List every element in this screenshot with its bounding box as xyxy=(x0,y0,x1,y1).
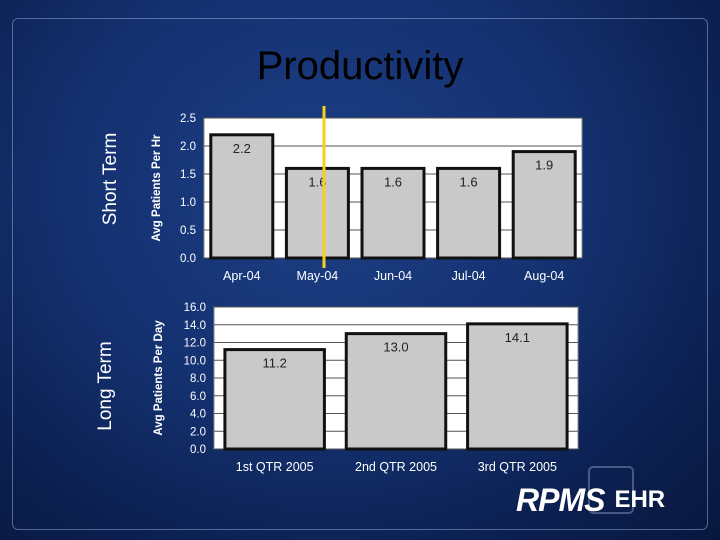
bar xyxy=(436,166,502,260)
y-tick-label: 0.0 xyxy=(190,444,206,456)
y-tick-label: 6.0 xyxy=(190,391,206,403)
slide-frame xyxy=(12,18,708,530)
x-tick-label: Apr-04 xyxy=(223,269,261,283)
bar-value-label: 14.1 xyxy=(505,330,530,345)
bar xyxy=(223,348,326,451)
y-tick-label: 1.0 xyxy=(180,197,196,209)
y-axis-label: Avg Patients Per Hr xyxy=(151,134,163,241)
y-tick-label: 1.5 xyxy=(180,169,196,181)
short-term-label: Short Term xyxy=(100,132,121,226)
short-term-chart: 0.0 0.5 1.0 1.5 2.0 2.5 Avg Patients Per Hr 2.2… xyxy=(151,106,583,283)
bar xyxy=(360,166,426,260)
x-tick-label: 3rd QTR 2005 xyxy=(478,460,557,474)
y-tick-label: 2.5 xyxy=(180,113,196,125)
y-tick-label: 8.0 xyxy=(190,373,206,385)
bar xyxy=(344,332,448,451)
x-tick-label: Jul-04 xyxy=(452,269,486,283)
logo-rpms-text: RPMS xyxy=(516,481,605,518)
y-tick-label: 0.5 xyxy=(180,225,196,237)
y-tick-label: 14.0 xyxy=(184,320,206,332)
logo-ehr-text: EHR xyxy=(614,486,666,513)
bar xyxy=(466,322,569,451)
bar-value-label: 11.2 xyxy=(262,356,286,371)
y-tick-label: 16.0 xyxy=(184,302,206,314)
bar-value-label: 1.6 xyxy=(384,174,402,189)
x-tick-label: Aug-04 xyxy=(524,269,564,283)
bar-value-label: 1.6 xyxy=(308,174,326,189)
y-axis-label: Avg Patients Per Day xyxy=(153,320,165,436)
bar-value-label: 1.9 xyxy=(535,158,553,173)
y-tick-label: 10.0 xyxy=(184,355,206,367)
x-tick-label: Jun-04 xyxy=(374,269,412,283)
y-tick-label: 4.0 xyxy=(190,409,206,421)
y-tick-label: 2.0 xyxy=(180,141,196,153)
long-term-chart: 0.0 2.0 4.0 6.0 8.0 10.0 12.0 14.0 16.0 Avg Patie… xyxy=(153,302,579,474)
y-tick-label: 0.0 xyxy=(180,253,196,265)
bar-value-label: 13.0 xyxy=(383,340,408,355)
y-tick-label: 2.0 xyxy=(190,426,206,438)
x-tick-label: May-04 xyxy=(297,269,339,283)
rpms-ehr-logo: RPMS EHR xyxy=(516,480,665,520)
bar xyxy=(284,166,350,260)
bar xyxy=(209,133,275,260)
bar-value-label: 1.6 xyxy=(460,174,478,189)
logo-frame xyxy=(588,466,634,514)
y-tick-label: 12.0 xyxy=(184,338,206,350)
bar xyxy=(511,150,577,260)
x-tick-label: 2nd QTR 2005 xyxy=(355,460,437,474)
bar-value-label: 2.2 xyxy=(233,141,251,156)
page-title: Productivity xyxy=(256,44,464,88)
long-term-label: Long Term xyxy=(95,341,116,431)
x-tick-label: 1st QTR 2005 xyxy=(236,460,314,474)
